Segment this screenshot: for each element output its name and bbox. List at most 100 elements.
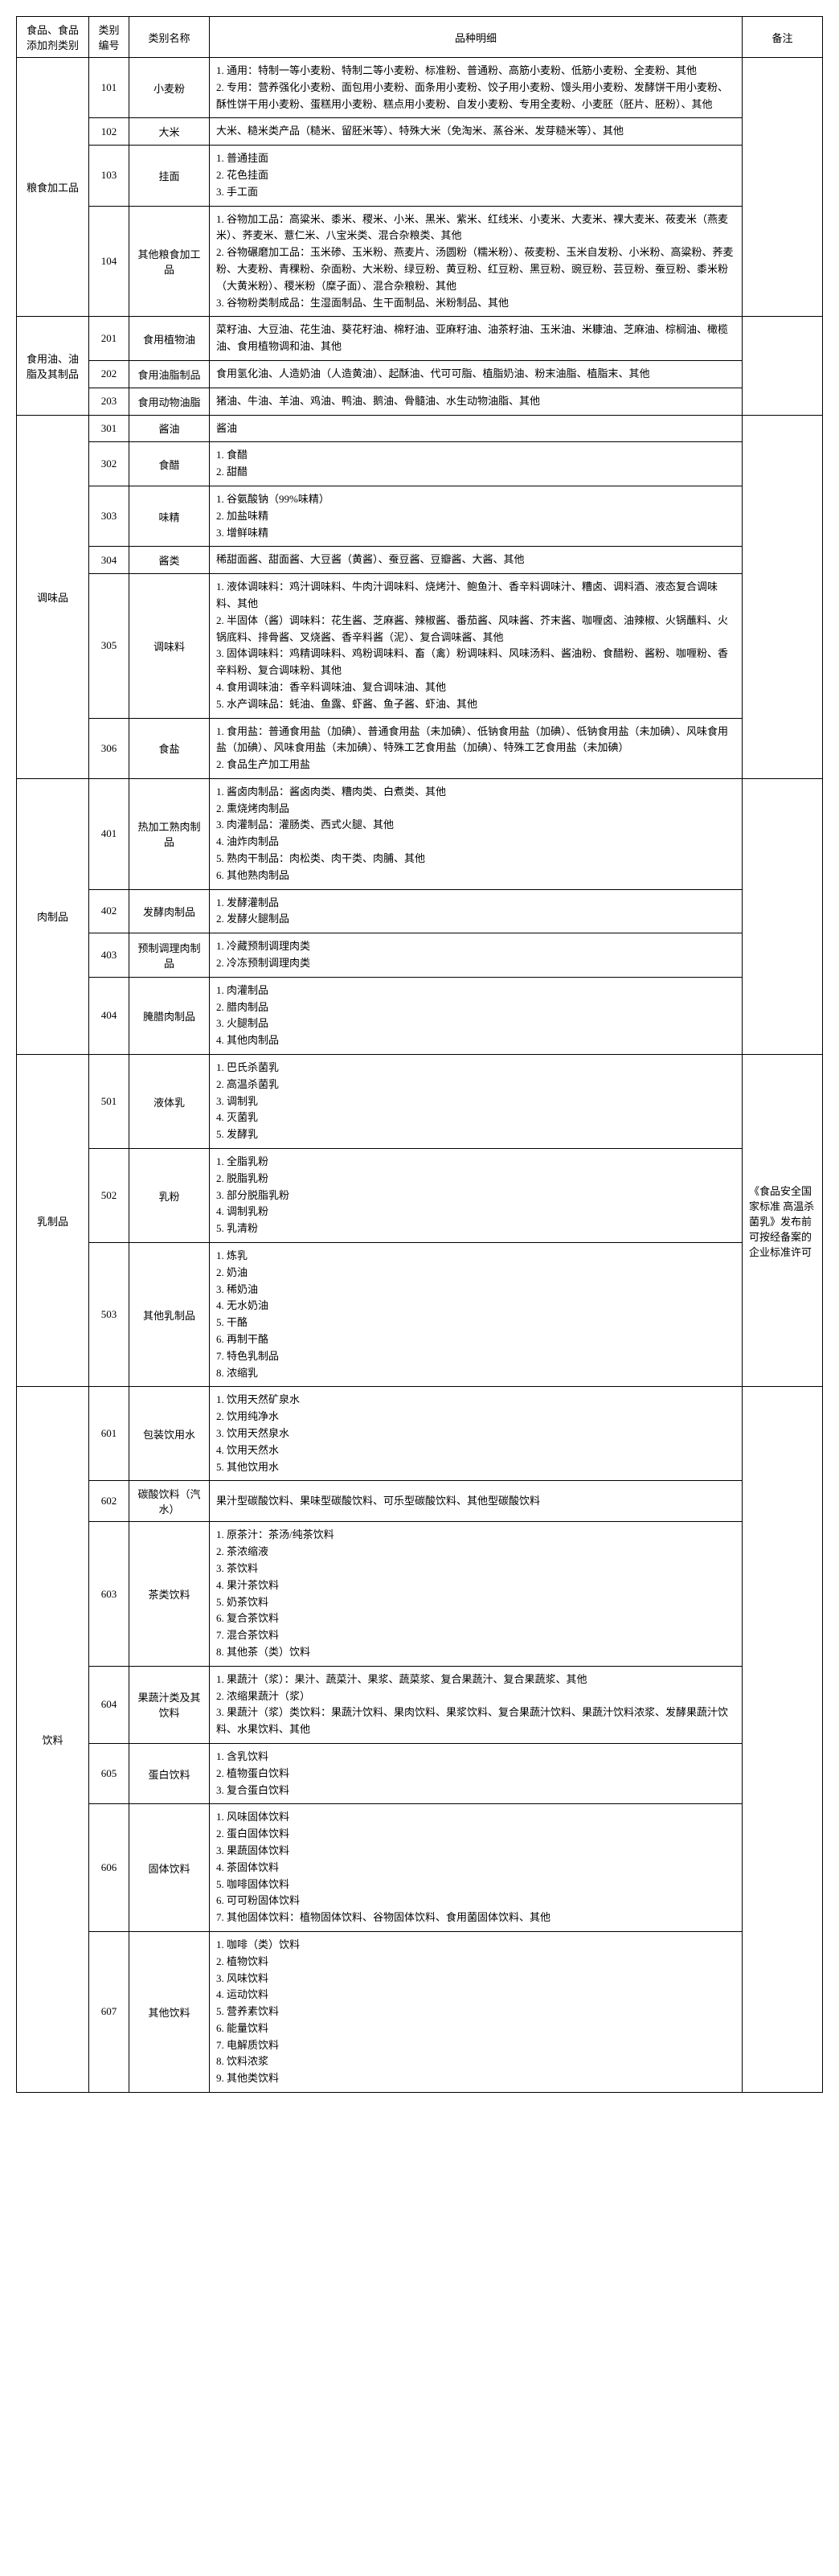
name-cell: 食用植物油 <box>129 317 210 361</box>
detail-cell: 酱油 <box>210 415 743 442</box>
name-cell: 味精 <box>129 486 210 546</box>
detail-cell: 果汁型碳酸饮料、果味型碳酸饮料、可乐型碳酸饮料、其他型碳酸饮料 <box>210 1481 743 1522</box>
detail-cell: 1. 巴氏杀菌乳2. 高温杀菌乳3. 调制乳4. 灭菌乳5. 发酵乳 <box>210 1055 743 1149</box>
name-cell: 蛋白饮料 <box>129 1743 210 1803</box>
header-detail: 品种明细 <box>210 17 743 58</box>
detail-cell: 猪油、牛油、羊油、鸡油、鸭油、鹅油、骨髓油、水生动物油脂、其他 <box>210 388 743 415</box>
detail-cell: 稀甜面酱、甜面酱、大豆酱（黄酱）、蚕豆酱、豆瓣酱、大酱、其他 <box>210 547 743 574</box>
code-cell: 501 <box>89 1055 129 1149</box>
name-cell: 其他粮食加工品 <box>129 206 210 317</box>
code-cell: 201 <box>89 317 129 361</box>
code-cell: 606 <box>89 1804 129 1932</box>
detail-cell: 1. 谷氨酸钠（99%味精）2. 加盐味精3. 增鲜味精 <box>210 486 743 546</box>
food-category-table: 食品、食品添加剂类别 类别编号 类别名称 品种明细 备注 粮食加工品101小麦粉… <box>16 16 823 2093</box>
table-row: 603茶类饮料1. 原茶汁：茶汤/纯茶饮料2. 茶浓缩液3. 茶饮料4. 果汁茶… <box>17 1522 823 1666</box>
table-row: 104其他粮食加工品1. 谷物加工品：高粱米、黍米、稷米、小米、黑米、紫米、红线… <box>17 206 823 317</box>
code-cell: 306 <box>89 718 129 778</box>
name-cell: 酱类 <box>129 547 210 574</box>
code-cell: 202 <box>89 360 129 388</box>
name-cell: 乳粉 <box>129 1149 210 1243</box>
name-cell: 固体饮料 <box>129 1804 210 1932</box>
name-cell: 发酵肉制品 <box>129 889 210 933</box>
name-cell: 小麦粉 <box>129 58 210 118</box>
table-row: 403预制调理肉制品1. 冷藏预制调理肉类2. 冷冻预制调理肉类 <box>17 933 823 978</box>
code-cell: 101 <box>89 58 129 118</box>
table-row: 调味品301酱油酱油 <box>17 415 823 442</box>
table-row: 302食醋1. 食醋2. 甜醋 <box>17 442 823 486</box>
header-category: 食品、食品添加剂类别 <box>17 17 89 58</box>
table-row: 乳制品501液体乳1. 巴氏杀菌乳2. 高温杀菌乳3. 调制乳4. 灭菌乳5. … <box>17 1055 823 1149</box>
name-cell: 调味料 <box>129 574 210 718</box>
name-cell: 大米 <box>129 118 210 146</box>
code-cell: 402 <box>89 889 129 933</box>
name-cell: 液体乳 <box>129 1055 210 1149</box>
name-cell: 食用动物油脂 <box>129 388 210 415</box>
detail-cell: 1. 食醋2. 甜醋 <box>210 442 743 486</box>
name-cell: 酱油 <box>129 415 210 442</box>
name-cell: 果蔬汁类及其饮料 <box>129 1666 210 1743</box>
name-cell: 腌腊肉制品 <box>129 977 210 1054</box>
name-cell: 食用油脂制品 <box>129 360 210 388</box>
table-row: 605蛋白饮料1. 含乳饮料2. 植物蛋白饮料3. 复合蛋白饮料 <box>17 1743 823 1803</box>
code-cell: 301 <box>89 415 129 442</box>
code-cell: 103 <box>89 146 129 206</box>
code-cell: 104 <box>89 206 129 317</box>
table-row: 604果蔬汁类及其饮料1. 果蔬汁（浆）：果汁、蔬菜汁、果浆、蔬菜浆、复合果蔬汁… <box>17 1666 823 1743</box>
code-cell: 102 <box>89 118 129 146</box>
name-cell: 其他饮料 <box>129 1931 210 2092</box>
table-row: 203食用动物油脂猪油、牛油、羊油、鸡油、鸭油、鹅油、骨髓油、水生动物油脂、其他 <box>17 388 823 415</box>
name-cell: 食醋 <box>129 442 210 486</box>
detail-cell: 1. 酱卤肉制品：酱卤肉类、糟肉类、白煮类、其他2. 熏烧烤肉制品3. 肉灌制品… <box>210 778 743 889</box>
code-cell: 503 <box>89 1243 129 1387</box>
name-cell: 碳酸饮料（汽水） <box>129 1481 210 1522</box>
detail-cell: 1. 肉灌制品2. 腊肉制品3. 火腿制品4. 其他肉制品 <box>210 977 743 1054</box>
code-cell: 303 <box>89 486 129 546</box>
table-row: 303味精1. 谷氨酸钠（99%味精）2. 加盐味精3. 增鲜味精 <box>17 486 823 546</box>
code-cell: 607 <box>89 1931 129 2092</box>
detail-cell: 1. 原茶汁：茶汤/纯茶饮料2. 茶浓缩液3. 茶饮料4. 果汁茶饮料5. 奶茶… <box>210 1522 743 1666</box>
detail-cell: 1. 全脂乳粉2. 脱脂乳粉3. 部分脱脂乳粉4. 调制乳粉5. 乳清粉 <box>210 1149 743 1243</box>
table-row: 502乳粉1. 全脂乳粉2. 脱脂乳粉3. 部分脱脂乳粉4. 调制乳粉5. 乳清… <box>17 1149 823 1243</box>
detail-cell: 1. 液体调味料：鸡汁调味料、牛肉汁调味料、烧烤汁、鲍鱼汁、香辛料调味汁、糟卤、… <box>210 574 743 718</box>
table-row: 602碳酸饮料（汽水）果汁型碳酸饮料、果味型碳酸饮料、可乐型碳酸饮料、其他型碳酸… <box>17 1481 823 1522</box>
code-cell: 404 <box>89 977 129 1054</box>
code-cell: 502 <box>89 1149 129 1243</box>
detail-cell: 1. 发酵灌制品2. 发酵火腿制品 <box>210 889 743 933</box>
detail-cell: 1. 含乳饮料2. 植物蛋白饮料3. 复合蛋白饮料 <box>210 1743 743 1803</box>
code-cell: 602 <box>89 1481 129 1522</box>
code-cell: 601 <box>89 1387 129 1481</box>
remark-cell <box>743 778 823 1054</box>
table-row: 404腌腊肉制品1. 肉灌制品2. 腊肉制品3. 火腿制品4. 其他肉制品 <box>17 977 823 1054</box>
table-row: 606固体饮料1. 风味固体饮料2. 蛋白固体饮料3. 果蔬固体饮料4. 茶固体… <box>17 1804 823 1932</box>
table-row: 304酱类稀甜面酱、甜面酱、大豆酱（黄酱）、蚕豆酱、豆瓣酱、大酱、其他 <box>17 547 823 574</box>
detail-cell: 食用氢化油、人造奶油（人造黄油）、起酥油、代可可脂、植脂奶油、粉末油脂、植脂末、… <box>210 360 743 388</box>
detail-cell: 1. 冷藏预制调理肉类2. 冷冻预制调理肉类 <box>210 933 743 978</box>
code-cell: 304 <box>89 547 129 574</box>
detail-cell: 1. 风味固体饮料2. 蛋白固体饮料3. 果蔬固体饮料4. 茶固体饮料5. 咖啡… <box>210 1804 743 1932</box>
header-remark: 备注 <box>743 17 823 58</box>
code-cell: 403 <box>89 933 129 978</box>
table-header-row: 食品、食品添加剂类别 类别编号 类别名称 品种明细 备注 <box>17 17 823 58</box>
name-cell: 食盐 <box>129 718 210 778</box>
header-code: 类别编号 <box>89 17 129 58</box>
table-row: 饮料601包装饮用水1. 饮用天然矿泉水2. 饮用纯净水3. 饮用天然泉水4. … <box>17 1387 823 1481</box>
detail-cell: 菜籽油、大豆油、花生油、葵花籽油、棉籽油、亚麻籽油、油茶籽油、玉米油、米糠油、芝… <box>210 317 743 361</box>
code-cell: 603 <box>89 1522 129 1666</box>
table-row: 肉制品401热加工熟肉制品1. 酱卤肉制品：酱卤肉类、糟肉类、白煮类、其他2. … <box>17 778 823 889</box>
detail-cell: 1. 炼乳2. 奶油3. 稀奶油4. 无水奶油5. 干酪6. 再制干酪7. 特色… <box>210 1243 743 1387</box>
detail-cell: 1. 果蔬汁（浆）：果汁、蔬菜汁、果浆、蔬菜浆、复合果蔬汁、复合果蔬浆、其他2.… <box>210 1666 743 1743</box>
category-cell: 粮食加工品 <box>17 58 89 317</box>
table-row: 103挂面1. 普通挂面2. 花色挂面3. 手工面 <box>17 146 823 206</box>
remark-cell <box>743 58 823 317</box>
detail-cell: 1. 普通挂面2. 花色挂面3. 手工面 <box>210 146 743 206</box>
detail-cell: 1. 咖啡（类）饮料2. 植物饮料3. 风味饮料4. 运动饮料5. 营养素饮料6… <box>210 1931 743 2092</box>
category-cell: 饮料 <box>17 1387 89 2093</box>
name-cell: 包装饮用水 <box>129 1387 210 1481</box>
category-cell: 乳制品 <box>17 1055 89 1387</box>
table-row: 503其他乳制品1. 炼乳2. 奶油3. 稀奶油4. 无水奶油5. 干酪6. 再… <box>17 1243 823 1387</box>
detail-cell: 1. 食用盐：普通食用盐（加碘）、普通食用盐（未加碘）、低钠食用盐（加碘）、低钠… <box>210 718 743 778</box>
code-cell: 401 <box>89 778 129 889</box>
remark-cell <box>743 415 823 778</box>
name-cell: 挂面 <box>129 146 210 206</box>
code-cell: 203 <box>89 388 129 415</box>
